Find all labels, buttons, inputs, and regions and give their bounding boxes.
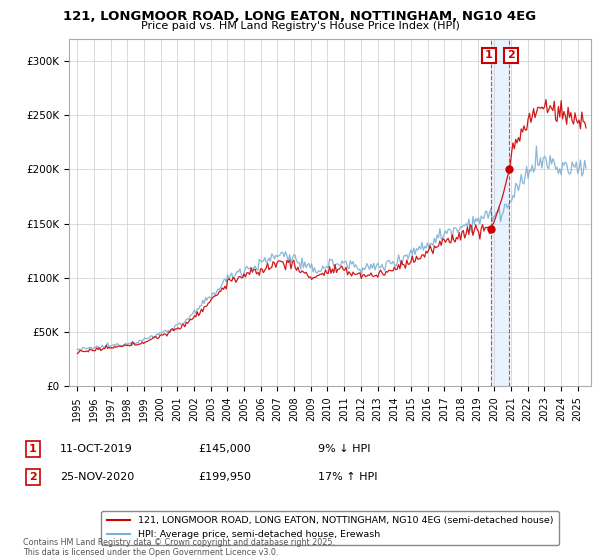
Text: 17% ↑ HPI: 17% ↑ HPI (318, 472, 377, 482)
Text: 121, LONGMOOR ROAD, LONG EATON, NOTTINGHAM, NG10 4EG: 121, LONGMOOR ROAD, LONG EATON, NOTTINGH… (64, 10, 536, 23)
Text: £199,950: £199,950 (198, 472, 251, 482)
Text: 2: 2 (29, 472, 37, 482)
Text: 1: 1 (29, 444, 37, 454)
Text: 1: 1 (485, 50, 493, 60)
Text: 2: 2 (507, 50, 515, 60)
Bar (491, 39, 509, 386)
Text: 9% ↓ HPI: 9% ↓ HPI (318, 444, 371, 454)
Text: 11-OCT-2019: 11-OCT-2019 (60, 444, 133, 454)
Text: Contains HM Land Registry data © Crown copyright and database right 2025.
This d: Contains HM Land Registry data © Crown c… (23, 538, 335, 557)
Text: 25-NOV-2020: 25-NOV-2020 (60, 472, 134, 482)
Text: £145,000: £145,000 (198, 444, 251, 454)
Text: Price paid vs. HM Land Registry's House Price Index (HPI): Price paid vs. HM Land Registry's House … (140, 21, 460, 31)
Legend: 121, LONGMOOR ROAD, LONG EATON, NOTTINGHAM, NG10 4EG (semi-detached house), HPI:: 121, LONGMOOR ROAD, LONG EATON, NOTTINGH… (101, 511, 559, 545)
